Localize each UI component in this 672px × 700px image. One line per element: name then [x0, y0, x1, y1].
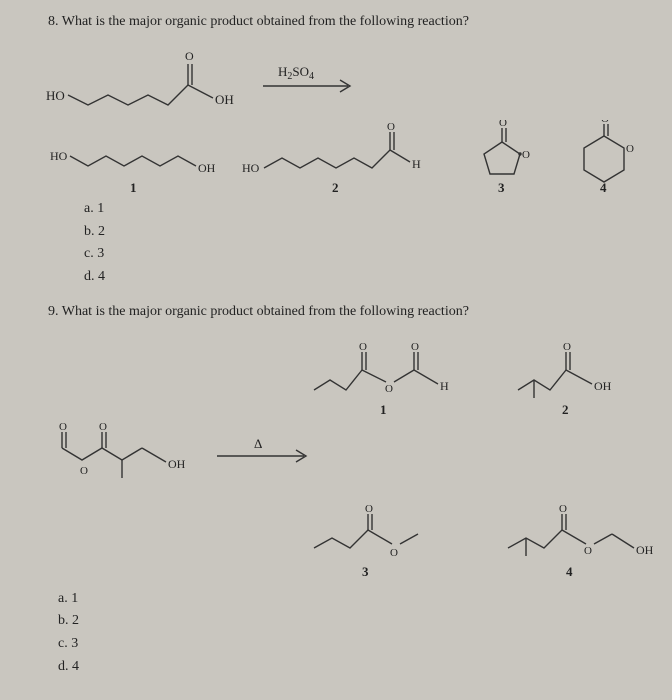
svg-text:O: O: [359, 341, 367, 353]
svg-text:4: 4: [566, 564, 573, 579]
svg-text:4: 4: [600, 180, 607, 195]
svg-text:O: O: [626, 143, 634, 155]
q9-reactant-svg: O O O OH Δ: [42, 412, 342, 498]
svg-text:O: O: [365, 503, 373, 515]
svg-text:O: O: [99, 421, 107, 433]
label-oh: OH: [215, 92, 234, 107]
q9-products-bottom: O O O O OH: [308, 494, 644, 584]
svg-text:O: O: [563, 341, 571, 353]
svg-text:3: 3: [498, 180, 505, 195]
q8-products-row: HO OH HO O H: [42, 120, 644, 198]
q8-choice-b[interactable]: b. 2: [84, 221, 644, 243]
svg-text:O: O: [411, 341, 419, 353]
q9-products-top: O O O H O: [308, 334, 644, 418]
q8-prompt: 8. What is the major organic product obt…: [48, 14, 644, 30]
label-ho: HO: [46, 88, 65, 103]
svg-text:HO: HO: [242, 161, 260, 175]
q9-text: What is the major organic product obtain…: [62, 304, 469, 319]
q9-products-bottom-svg: O O O O OH: [308, 494, 658, 584]
svg-text:OH: OH: [594, 379, 612, 393]
q9-choices: a. 1 b. 2 c. 3 d. 4: [58, 588, 644, 678]
q9-prompt: 9. What is the major organic product obt…: [48, 304, 644, 320]
label-o: O: [185, 49, 194, 63]
q8-products-svg: HO OH HO O H: [42, 120, 672, 198]
q8-number: 8.: [48, 14, 59, 29]
q9-choice-b[interactable]: b. 2: [58, 610, 644, 632]
svg-text:O: O: [80, 465, 88, 477]
q9-reaction-row: O O O OH Δ: [42, 412, 644, 498]
q9-choice-c[interactable]: c. 3: [58, 633, 644, 655]
svg-text:O: O: [390, 547, 398, 559]
svg-text:O: O: [522, 149, 530, 161]
svg-text:O: O: [385, 383, 393, 395]
svg-text:O: O: [387, 121, 395, 133]
svg-text:OH: OH: [168, 457, 186, 471]
svg-text:2: 2: [332, 180, 339, 195]
q8-choice-a[interactable]: a. 1: [84, 198, 644, 220]
svg-text:OH: OH: [636, 543, 654, 557]
svg-text:O: O: [499, 120, 507, 129]
svg-text:HO: HO: [50, 149, 68, 163]
q8-reaction-row: HO O OH H2SO4: [38, 40, 644, 118]
q9-products-top-svg: O O O H O: [308, 334, 658, 418]
svg-text:O: O: [59, 421, 67, 433]
q9-choice-a[interactable]: a. 1: [58, 588, 644, 610]
svg-text:H: H: [412, 157, 421, 171]
svg-text:O: O: [601, 120, 609, 125]
svg-text:1: 1: [380, 402, 387, 417]
q8-reactant-svg: HO O OH H2SO4: [38, 40, 378, 118]
q9-number: 9.: [48, 304, 59, 319]
q8-text: What is the major organic product obtain…: [62, 14, 469, 29]
svg-text:3: 3: [362, 564, 369, 579]
q8-choice-c[interactable]: c. 3: [84, 243, 644, 265]
svg-text:H: H: [440, 379, 449, 393]
worksheet-page: 8. What is the major organic product obt…: [0, 0, 672, 700]
q9: 9. What is the major organic product obt…: [48, 304, 644, 678]
q8: 8. What is the major organic product obt…: [48, 14, 644, 288]
svg-text:OH: OH: [198, 161, 216, 175]
svg-text:2: 2: [562, 402, 569, 417]
q9-arrow-label: Δ: [254, 436, 262, 451]
svg-text:O: O: [584, 545, 592, 557]
q9-choice-d[interactable]: d. 4: [58, 656, 644, 678]
q8-reagent: H2SO4: [278, 64, 314, 82]
svg-text:O: O: [559, 503, 567, 515]
q8-choice-d[interactable]: d. 4: [84, 266, 644, 288]
svg-text:1: 1: [130, 180, 137, 195]
q8-choices: a. 1 b. 2 c. 3 d. 4: [84, 198, 644, 288]
